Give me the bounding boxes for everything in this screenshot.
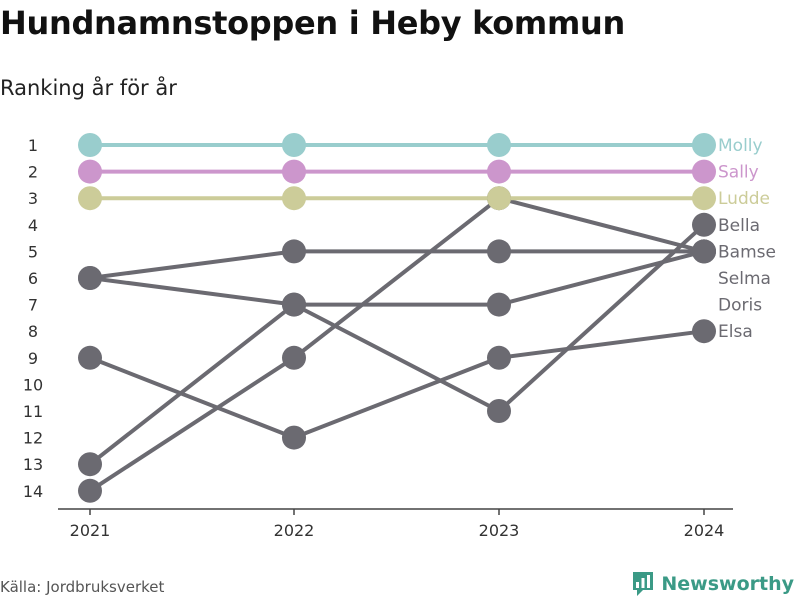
source-note: Källa: Jordbruksverket	[0, 578, 165, 596]
data-point-bella	[487, 292, 511, 317]
series-line-doris	[88, 222, 706, 413]
data-point-molly	[487, 133, 511, 157]
end-label-elsa: Elsa	[718, 322, 753, 342]
data-point-ludde	[78, 186, 102, 211]
data-point-selma	[78, 478, 102, 503]
y-tick-label: 1	[28, 136, 38, 155]
y-tick-label: 5	[28, 242, 38, 261]
end-label-doris: Doris	[718, 296, 762, 316]
end-label-molly: Molly	[718, 136, 763, 156]
brand-logo: Newsworthy	[631, 569, 794, 599]
newsworthy-logo-icon	[633, 572, 654, 596]
y-tick-label: 13	[23, 455, 43, 474]
y-tick-label: 10	[23, 375, 43, 394]
data-point-ludde	[282, 186, 306, 211]
x-tick-label: 2022	[274, 521, 315, 540]
y-tick-label: 6	[28, 269, 38, 288]
data-point-ludde	[487, 186, 511, 211]
data-point-selma	[692, 239, 716, 264]
data-point-bamse	[487, 239, 511, 264]
y-tick-label: 12	[23, 429, 43, 448]
data-point-bella	[78, 452, 102, 477]
chart-subtitle: Ranking år för år	[0, 76, 177, 100]
data-point-bamse	[282, 239, 306, 264]
end-label-bella: Bella	[718, 216, 760, 236]
series-line-bella	[88, 249, 706, 467]
data-point-molly	[692, 133, 716, 157]
x-tick-label: 2021	[70, 521, 111, 540]
series-line-selma	[88, 196, 706, 493]
y-tick-label: 2	[28, 163, 38, 182]
data-point-sally	[282, 159, 306, 184]
chart-title: Hundnamnstoppen i Heby kommun	[0, 4, 625, 42]
data-point-sally	[78, 159, 102, 184]
data-point-elsa	[487, 345, 511, 370]
data-point-doris	[487, 399, 511, 423]
end-label-sally: Sally	[718, 163, 759, 183]
end-label-selma: Selma	[718, 269, 771, 289]
y-tick-label: 3	[28, 189, 38, 208]
y-tick-label: 11	[23, 402, 43, 421]
end-label-bamse: Bamse	[718, 242, 776, 262]
series-line-elsa	[88, 329, 706, 440]
brand-name: Newsworthy	[661, 573, 794, 595]
end-label-ludde: Ludde	[718, 189, 770, 209]
data-point-elsa	[692, 319, 716, 344]
x-tick-label: 2023	[479, 521, 520, 540]
x-tick-label: 2024	[684, 521, 725, 540]
y-tick-label: 9	[28, 349, 38, 368]
data-point-molly	[78, 133, 102, 157]
y-tick-label: 14	[23, 482, 43, 501]
y-tick-label: 8	[28, 322, 38, 341]
data-point-doris	[78, 266, 102, 290]
data-point-sally	[692, 159, 716, 184]
data-point-ludde	[692, 186, 716, 211]
data-point-elsa	[282, 425, 306, 450]
data-point-selma	[282, 345, 306, 370]
y-tick-label: 7	[28, 296, 38, 315]
y-tick-label: 4	[28, 216, 38, 235]
data-point-elsa	[78, 345, 102, 370]
data-point-sally	[487, 159, 511, 184]
data-point-doris	[692, 212, 716, 237]
data-point-molly	[282, 133, 306, 157]
series-line-bamse	[88, 249, 706, 280]
data-point-doris	[282, 292, 306, 317]
